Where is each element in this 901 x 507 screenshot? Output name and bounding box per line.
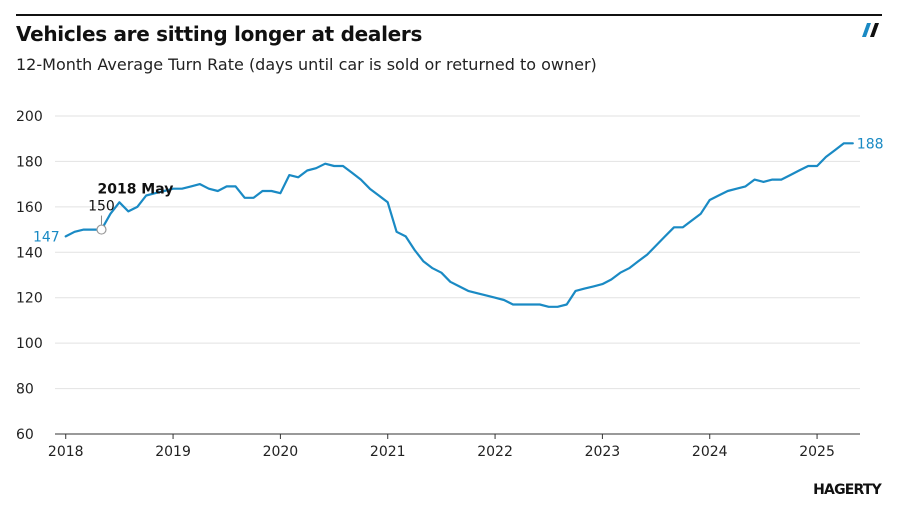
chart-title: Vehicles are sitting longer at dealers xyxy=(16,22,423,46)
x-tick-label: 2019 xyxy=(155,444,191,460)
hover-point-marker[interactable] xyxy=(96,224,107,235)
y-tick-label: 140 xyxy=(16,245,43,261)
y-tick-label: 160 xyxy=(16,200,43,216)
y-tick-label: 120 xyxy=(16,291,43,307)
x-tick-label: 2025 xyxy=(799,444,835,460)
y-tick-label: 60 xyxy=(16,427,34,443)
x-tick-label: 2024 xyxy=(692,444,728,460)
y-tick-label: 100 xyxy=(16,336,43,352)
chart-subtitle: 12-Month Average Turn Rate (days until c… xyxy=(16,55,597,74)
hagerty-logo: HAGERTY xyxy=(813,482,882,498)
x-tick-label: 2018 xyxy=(48,444,84,460)
x-tick-label: 2021 xyxy=(370,444,406,460)
top-rule xyxy=(16,14,882,16)
grid-lines xyxy=(55,115,860,390)
tooltip-value: 150 xyxy=(88,199,115,215)
x-tick-label: 2020 xyxy=(263,444,299,460)
tooltip-date: 2018 May xyxy=(97,182,173,198)
axes: 60 80 100 120 140 160 180 200 2018 2019 2020 2021 20… xyxy=(16,109,860,460)
publisher-logo-icon xyxy=(862,23,879,37)
y-tick-label: 200 xyxy=(16,109,43,125)
y-tick-label: 180 xyxy=(16,154,43,170)
end-value-label: 188 xyxy=(857,136,884,152)
x-tick-label: 2023 xyxy=(585,444,621,460)
series-line xyxy=(64,142,854,308)
series-layer xyxy=(64,142,854,308)
y-tick-label: 80 xyxy=(16,382,34,398)
start-value-label: 147 xyxy=(33,229,60,245)
x-tick-label: 2022 xyxy=(477,444,513,460)
